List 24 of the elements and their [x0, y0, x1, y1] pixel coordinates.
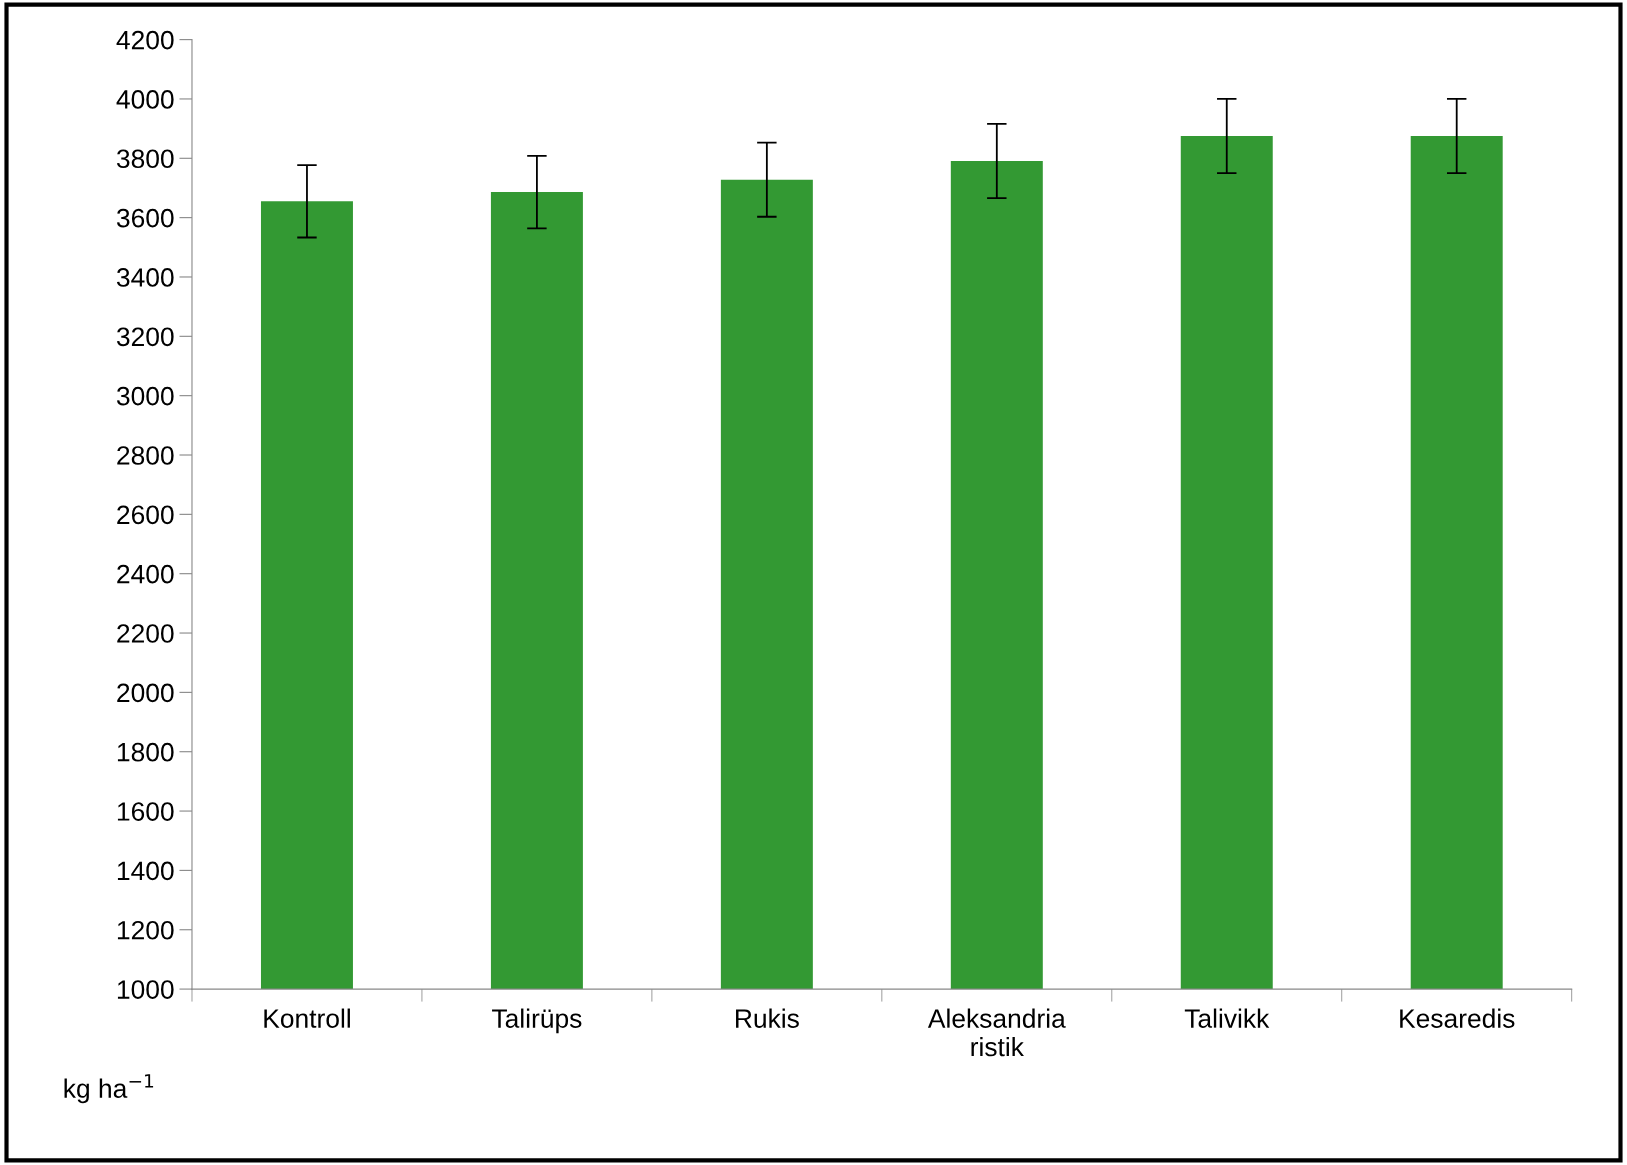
- y-tick-label: 1400: [117, 861, 174, 881]
- y-tick-label: 3600: [116, 208, 174, 228]
- y-tick-label: 3200: [116, 327, 174, 347]
- y-tick-label: 3000: [116, 386, 174, 406]
- y-tick-label: 1800: [117, 742, 174, 762]
- y-tick-label: 4000: [116, 90, 174, 109]
- y-tick-label: 2200: [117, 624, 174, 643]
- y-tick-label: 3800: [116, 149, 174, 169]
- y-tick-label: 2000: [117, 683, 174, 703]
- x-tick-label: Talirüps: [492, 1008, 582, 1034]
- y-tick-label: 2600: [117, 505, 174, 525]
- y-tick-label: 3400: [116, 268, 174, 287]
- y-tick-label: 1000: [117, 980, 174, 999]
- y-tick-label: 1200: [117, 920, 174, 940]
- y-tick-label: 2800: [117, 446, 174, 465]
- x-tick-label: Talivikk: [1184, 1008, 1270, 1028]
- x-tick-label: Kesaredis: [1400, 1008, 1515, 1028]
- y-axis-title: kg ha$^{−1}$: [64, 1074, 154, 1104]
- x-tick-label: Aleksandria ristik: [927, 1008, 1066, 1057]
- x-tick-label: Rukis: [736, 1008, 799, 1028]
- y-tick-label: 4200: [116, 30, 174, 50]
- y-tick-label: 2400: [117, 564, 174, 584]
- y-tick-label: 1600: [117, 802, 174, 821]
- x-tick-label: Kontroll: [264, 1008, 350, 1028]
